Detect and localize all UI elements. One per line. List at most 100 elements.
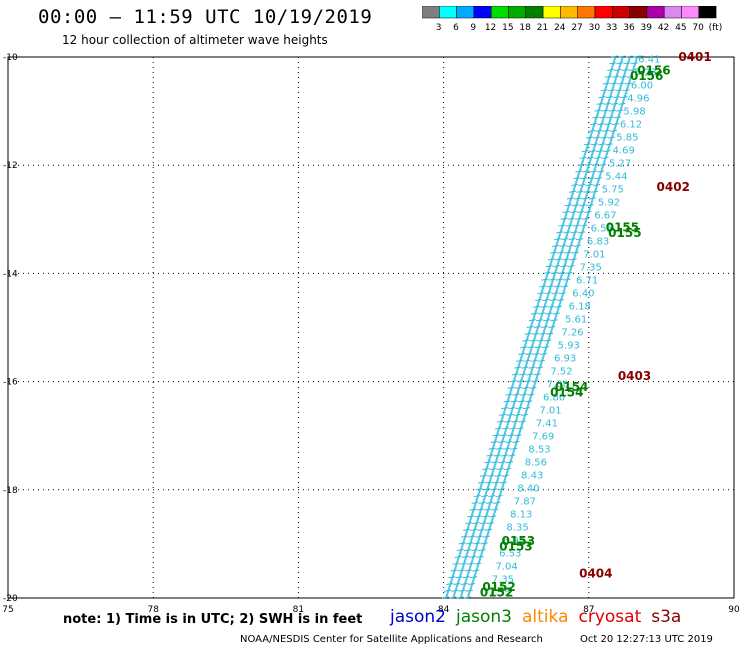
track-sample-mark <box>501 407 509 410</box>
track-sample-mark <box>441 596 450 599</box>
lon-tick-label: 81 <box>293 605 304 615</box>
track-sample-mark <box>552 265 561 268</box>
track-sample-mark <box>587 177 595 180</box>
track-sample-mark <box>459 562 467 565</box>
track-sample-mark <box>480 542 488 545</box>
track-sample-mark <box>600 89 608 92</box>
track-sample-mark <box>460 582 468 585</box>
track-sample-mark <box>598 96 606 99</box>
track-sample-mark <box>545 312 553 315</box>
colorbar-label: 39 <box>641 23 653 32</box>
colorbar-label: 15 <box>502 23 513 32</box>
track-sample-mark <box>492 434 500 437</box>
track-sample-mark <box>501 474 509 477</box>
track-sample-mark <box>562 211 570 214</box>
note-text: note: 1) Time is in UTC; 2) SWH is in fe… <box>63 612 363 627</box>
track-sample-mark <box>464 549 472 552</box>
track-sample-mark <box>536 339 545 342</box>
swh-value-label: 6.18 <box>569 302 591 313</box>
track-sample-mark <box>478 501 486 504</box>
footer-timestamp: Oct 20 12:27:13 UTC 2019 <box>580 634 713 645</box>
lon-tick-label: 87 <box>583 605 594 615</box>
track-sample-mark <box>461 555 470 558</box>
track-sample-mark <box>541 326 549 328</box>
swh-value-label: 6.80 <box>543 393 565 404</box>
track-sample-mark <box>544 339 552 342</box>
track-sample-mark <box>473 542 481 545</box>
colorbar-swatch <box>698 6 717 19</box>
track-sample-mark <box>556 298 565 301</box>
track-sample-mark <box>597 123 605 126</box>
track-sample-mark <box>631 62 639 65</box>
track-sample-mark <box>487 522 495 525</box>
track-sample-mark <box>564 251 572 254</box>
swh-value-label: 8.43 <box>521 471 543 482</box>
track-sample-mark <box>569 258 577 261</box>
map-frame <box>7 56 735 599</box>
track-sample-mark <box>542 298 550 301</box>
track-sample-mark <box>583 143 591 146</box>
track-sample-mark <box>562 258 570 261</box>
track-sample-mark <box>474 562 482 565</box>
track-sample-mark <box>478 549 486 552</box>
track-sample-mark <box>466 542 474 545</box>
track-sample-mark <box>524 332 532 335</box>
track-sample-mark <box>458 542 467 545</box>
track-sample-mark <box>510 447 518 450</box>
track-sample-mark <box>542 346 550 349</box>
map-title: 00:00 – 11:59 UTC 10/19/2019 <box>38 6 373 28</box>
track-sample-mark <box>495 495 503 498</box>
track-sample-mark <box>550 271 558 274</box>
track-sample-mark <box>620 96 628 99</box>
track-sample-mark <box>474 515 482 518</box>
track-sample-mark <box>525 353 533 356</box>
track-sample-mark <box>566 244 574 247</box>
track-sample-mark <box>532 353 540 356</box>
track-sample-mark <box>611 123 620 126</box>
track-sample-mark <box>526 326 534 328</box>
track-sample-mark <box>586 204 594 207</box>
swh-value-label: 5.44 <box>605 172 627 183</box>
track-sample-mark <box>595 129 603 132</box>
track-sample-mark <box>488 495 496 498</box>
track-sample-mark <box>519 393 528 396</box>
swh-value-label: 5.61 <box>565 315 587 326</box>
track-sample-mark <box>550 319 558 322</box>
track-sample-mark <box>565 271 573 274</box>
track-sample-mark <box>507 434 515 437</box>
track-sample-mark <box>555 258 563 261</box>
track-sample-mark <box>508 454 516 457</box>
colorbar-label: 21 <box>537 23 548 32</box>
track-sample-mark <box>497 488 505 491</box>
track-sample-mark <box>454 555 462 558</box>
track-sample-mark <box>584 163 592 166</box>
track-sample-mark <box>582 170 590 173</box>
track-sample-mark <box>602 82 611 85</box>
swh-value-label: 8.40 <box>517 484 539 495</box>
satellite-ground-track <box>459 56 631 599</box>
track-sample-mark <box>524 380 532 383</box>
track-sample-mark <box>505 393 513 396</box>
track-sample-mark <box>618 102 626 105</box>
track-sample-mark <box>590 123 598 126</box>
track-sample-mark <box>604 123 612 126</box>
track-sample-mark <box>470 528 478 531</box>
track-sample-mark <box>452 562 460 565</box>
track-sample-mark <box>516 380 525 383</box>
track-sample-mark <box>506 461 514 464</box>
swh-value-label: 5.93 <box>558 341 580 352</box>
track-sample-mark <box>614 69 622 72</box>
track-sample-mark <box>567 265 575 268</box>
track-sample-mark <box>534 346 542 349</box>
track-sample-mark <box>559 244 567 247</box>
track-sample-mark <box>538 312 546 315</box>
colorbar-label: 24 <box>554 23 566 32</box>
track-sample-mark <box>518 353 526 356</box>
track-sample-mark <box>575 238 584 241</box>
track-sample-mark <box>549 251 558 254</box>
track-sample-mark <box>512 440 520 443</box>
track-sample-mark <box>505 440 513 443</box>
track-sample-mark <box>554 305 562 308</box>
track-sample-mark <box>531 380 539 383</box>
